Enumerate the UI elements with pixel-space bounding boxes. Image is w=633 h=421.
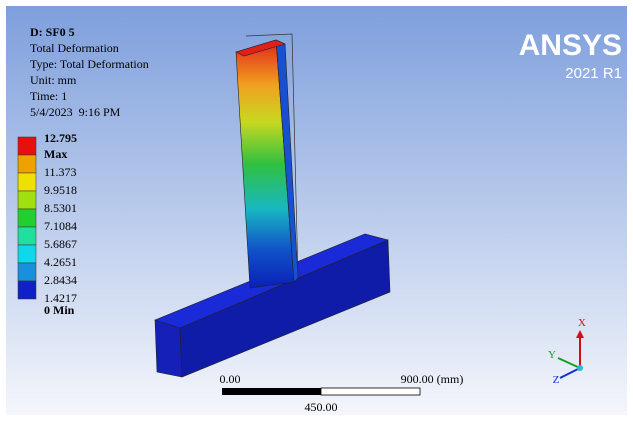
logo-version: 2021 R1	[565, 65, 622, 82]
scale-bar-dark	[222, 388, 321, 395]
legend-swatch	[18, 263, 36, 281]
scale-mid: 450.00	[305, 400, 338, 414]
scale-start: 0.00	[220, 372, 241, 386]
legend-level: 11.373	[44, 165, 77, 179]
scale-bar-light	[321, 388, 420, 395]
info-line: Type: Total Deformation	[30, 57, 149, 71]
info-line: Time: 1	[30, 89, 67, 103]
legend-level: 4.2651	[44, 255, 77, 269]
legend-swatch	[18, 245, 36, 263]
triad-x-label: X	[578, 317, 586, 329]
legend-swatch	[18, 191, 36, 209]
info-line: 5/4/2023 9:16 PM	[30, 105, 121, 119]
legend-min: 0 Min	[44, 303, 75, 317]
beam-end	[155, 320, 182, 377]
triad-origin	[577, 365, 583, 371]
legend-swatch	[18, 281, 36, 299]
legend-level: 2.8434	[44, 273, 77, 287]
legend-swatch	[18, 155, 36, 173]
logo: ANSYS	[519, 29, 622, 62]
legend-level: 9.9518	[44, 183, 77, 197]
legend-level: 5.6867	[44, 237, 77, 251]
result-title: D: SF0 5	[30, 25, 75, 39]
legend-swatch	[18, 209, 36, 227]
legend-level: 7.1084	[44, 219, 77, 233]
legend-max-label: Max	[44, 147, 67, 161]
scale-end: 900.00 (mm)	[401, 372, 464, 386]
info-line: Unit: mm	[30, 73, 77, 87]
triad-y-label: Y	[548, 349, 556, 361]
legend-swatch	[18, 227, 36, 245]
page: D: SF0 5 Total Deformation Type: Total D…	[0, 0, 633, 421]
viewport: D: SF0 5 Total Deformation Type: Total D…	[0, 0, 633, 421]
legend-colors	[18, 137, 36, 299]
legend-level: 8.5301	[44, 201, 77, 215]
legend-swatch	[18, 137, 36, 155]
triad-z-label: Z	[553, 374, 560, 386]
legend-max: 12.795	[44, 131, 77, 145]
info-line: Total Deformation	[30, 41, 119, 55]
legend-swatch	[18, 173, 36, 191]
